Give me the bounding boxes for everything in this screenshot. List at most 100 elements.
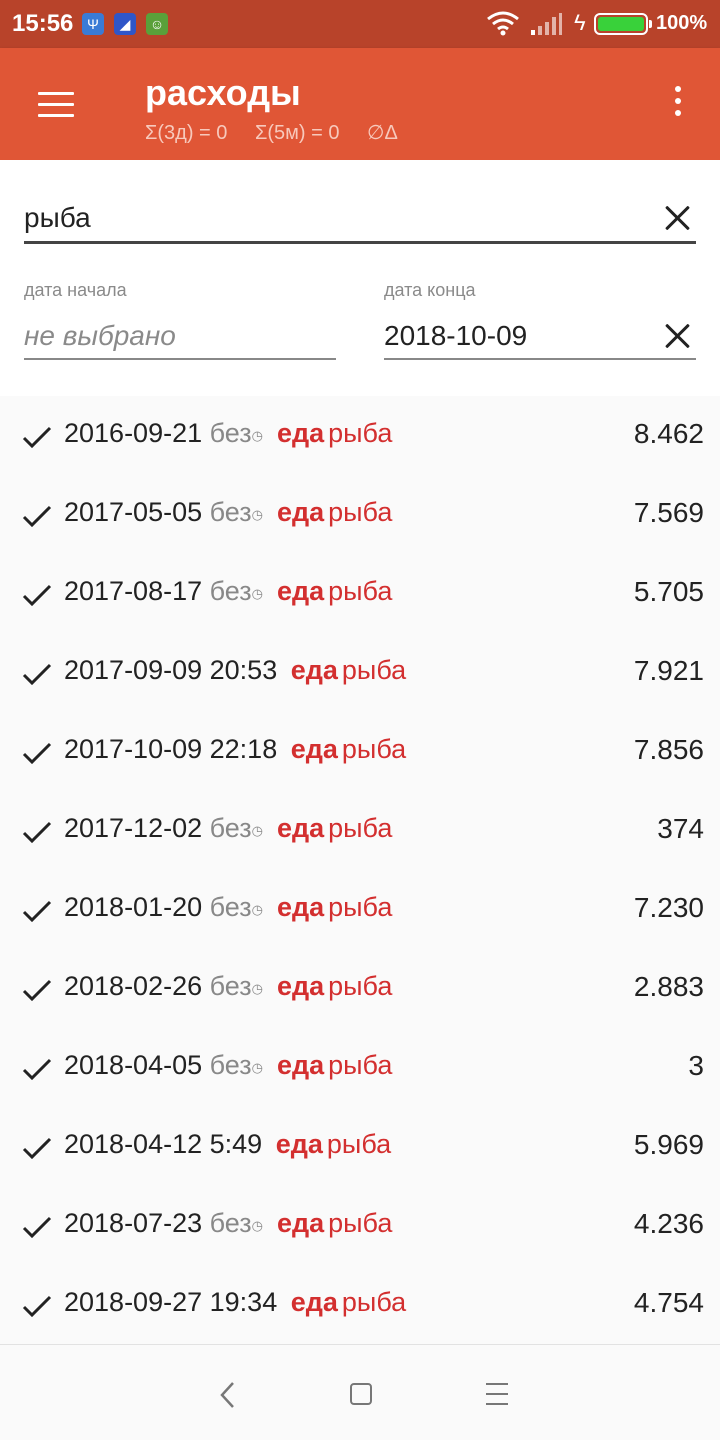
entry-subcategory: рыба xyxy=(328,813,393,843)
entry-category: еда xyxy=(276,1208,325,1238)
entry-time: 19:34 xyxy=(209,1287,278,1317)
checkmark-icon xyxy=(22,979,52,1001)
entry-amount: 7.569 xyxy=(633,497,704,528)
entry-subcategory: рыба xyxy=(341,1287,407,1317)
clock-icon: ◷ xyxy=(251,586,263,601)
list-item[interactable]: 2018-02-26 без◷ еда рыба 2.883 xyxy=(0,949,720,1028)
entry-time: без xyxy=(209,1050,252,1080)
list-item[interactable]: 2018-04-12 5:49 еда рыба 5.969 xyxy=(0,1107,720,1186)
entry-subcategory: рыба xyxy=(341,655,407,685)
entry-category: еда xyxy=(276,1050,325,1080)
back-icon[interactable] xyxy=(218,1381,236,1409)
entry-description: 2017-12-02 без◷ еда рыба xyxy=(64,813,392,844)
entry-time: без xyxy=(209,892,252,922)
clear-search-icon[interactable] xyxy=(664,204,692,232)
entry-amount: 7.230 xyxy=(633,892,704,923)
checkmark-icon xyxy=(22,821,52,843)
entry-description: 2017-09-09 20:53 еда рыба xyxy=(64,655,406,686)
charging-icon: ϟ xyxy=(574,10,586,35)
search-input[interactable] xyxy=(24,200,644,236)
checkmark-icon xyxy=(22,742,52,764)
list-item[interactable]: 2017-08-17 без◷ еда рыба 5.705 xyxy=(0,554,720,633)
list-item[interactable]: 2017-10-09 22:18 еда рыба 7.856 xyxy=(0,712,720,791)
entry-time: 22:18 xyxy=(209,734,278,764)
clock-icon: ◷ xyxy=(251,1060,263,1075)
entry-description: 2018-09-27 19:34 еда рыба xyxy=(64,1287,406,1318)
entry-description: 2018-04-05 без◷ еда рыба xyxy=(64,1050,392,1081)
list-item[interactable]: 2017-12-02 без◷ еда рыба 374 xyxy=(0,791,720,870)
entry-category: еда xyxy=(290,1287,338,1317)
entry-amount: 5.969 xyxy=(633,1129,704,1160)
checkmark-icon xyxy=(22,1137,52,1159)
checkmark-icon xyxy=(22,663,52,685)
entry-description: 2017-08-17 без◷ еда рыба xyxy=(64,576,392,607)
entry-subcategory: рыба xyxy=(328,1208,393,1238)
search-field xyxy=(24,200,696,244)
entry-date: 2018-02-26 xyxy=(64,971,203,1001)
list-item[interactable]: 2017-09-09 20:53 еда рыба 7.921 xyxy=(0,633,720,712)
end-date-input[interactable] xyxy=(384,318,644,354)
end-date-label: дата конца xyxy=(384,280,476,300)
entry-category: еда xyxy=(275,1129,323,1159)
home-icon[interactable] xyxy=(350,1383,372,1405)
entry-description: 2017-05-05 без◷ еда рыба xyxy=(64,497,392,528)
more-vertical-icon[interactable] xyxy=(668,86,688,126)
entry-date: 2018-07-23 xyxy=(64,1208,203,1238)
battery-percent: 100% xyxy=(656,12,708,34)
hamburger-icon[interactable] xyxy=(38,92,74,118)
list-item[interactable]: 2018-01-20 без◷ еда рыба 7.230 xyxy=(0,870,720,949)
battery-fill xyxy=(598,17,644,31)
entry-category: еда xyxy=(276,497,325,527)
stat-3-days: Σ(3д) = 0 xyxy=(145,122,228,144)
entry-subcategory: рыба xyxy=(328,1050,393,1080)
stat-average-delta: ∅Δ xyxy=(367,122,398,144)
entry-date: 2017-05-05 xyxy=(64,497,203,527)
entry-time: без xyxy=(209,971,252,1001)
signal-icon xyxy=(531,13,562,35)
shoe-icon: ◢ xyxy=(114,13,136,35)
start-date-input[interactable] xyxy=(24,318,324,354)
entry-category: еда xyxy=(290,734,338,764)
entry-category: еда xyxy=(276,892,325,922)
entry-amount: 5.705 xyxy=(633,576,704,607)
checkmark-icon xyxy=(22,1295,52,1317)
entry-amount: 374 xyxy=(657,813,704,844)
entry-subcategory: рыба xyxy=(328,497,393,527)
list-item[interactable]: 2018-04-05 без◷ еда рыба 3 xyxy=(0,1028,720,1107)
entry-amount: 4.754 xyxy=(633,1287,704,1318)
entry-amount: 2.883 xyxy=(633,971,704,1002)
filter-panel: дата начала дата конца xyxy=(0,160,720,396)
entry-description: 2017-10-09 22:18 еда рыба xyxy=(64,734,406,765)
list-item[interactable]: 2018-09-27 19:34 еда рыба 4.754 xyxy=(0,1265,720,1344)
entry-amount: 7.856 xyxy=(633,734,704,765)
page-title: расходы xyxy=(145,72,301,113)
list-item[interactable]: 2016-09-21 без◷ еда рыба 8.462 xyxy=(0,396,720,475)
entry-date: 2016-09-21 xyxy=(64,418,203,448)
entry-subcategory: рыба xyxy=(326,1129,392,1159)
entry-time: без xyxy=(209,1208,252,1238)
clear-end-date-icon[interactable] xyxy=(664,322,692,350)
list-item[interactable]: 2017-05-05 без◷ еда рыба 7.569 xyxy=(0,475,720,554)
start-date-field xyxy=(24,318,336,360)
app-toolbar: расходы Σ(3д) = 0 Σ(5м) = 0 ∅Δ xyxy=(0,48,720,160)
clock-icon: ◷ xyxy=(251,507,263,522)
usb-icon: Ψ xyxy=(82,13,104,35)
navigation-bar xyxy=(0,1344,720,1440)
entry-description: 2018-04-12 5:49 еда рыба xyxy=(64,1129,391,1160)
entry-category: еда xyxy=(276,971,325,1001)
checkmark-icon xyxy=(22,505,52,527)
checkmark-icon xyxy=(22,1216,52,1238)
entry-date: 2018-09-27 xyxy=(64,1287,203,1317)
entry-subcategory: рыба xyxy=(341,734,407,764)
checkmark-icon xyxy=(22,1058,52,1080)
entry-amount: 4.236 xyxy=(633,1208,704,1239)
entry-time: 20:53 xyxy=(209,655,278,685)
clock-icon: ◷ xyxy=(251,902,263,917)
recent-apps-icon[interactable] xyxy=(486,1383,508,1413)
entry-date: 2017-12-02 xyxy=(64,813,203,843)
android-icon: ☺ xyxy=(146,13,168,35)
entry-time: без xyxy=(209,418,252,448)
entry-subcategory: рыба xyxy=(328,892,393,922)
entry-description: 2016-09-21 без◷ еда рыба xyxy=(64,418,392,449)
list-item[interactable]: 2018-07-23 без◷ еда рыба 4.236 xyxy=(0,1186,720,1265)
